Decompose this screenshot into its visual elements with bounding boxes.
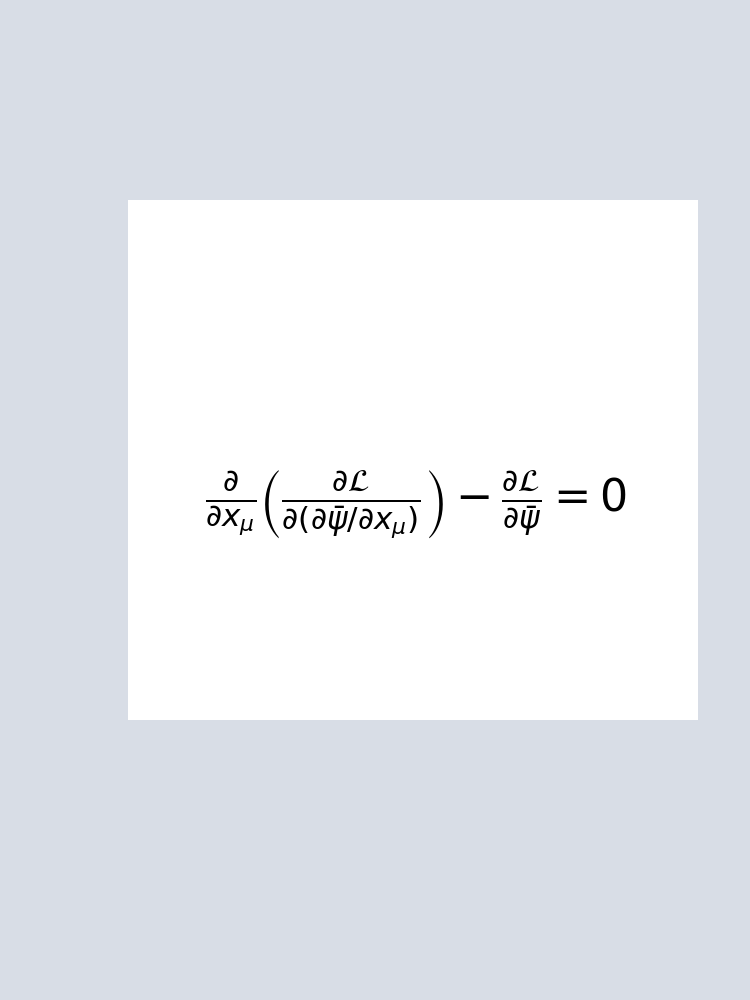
FancyBboxPatch shape <box>128 200 698 720</box>
Text: $\frac{\partial}{\partial x_{\mu}} \left( \frac{\partial \mathcal{L}}{\partial(\: $\frac{\partial}{\partial x_{\mu}} \left… <box>206 469 627 541</box>
